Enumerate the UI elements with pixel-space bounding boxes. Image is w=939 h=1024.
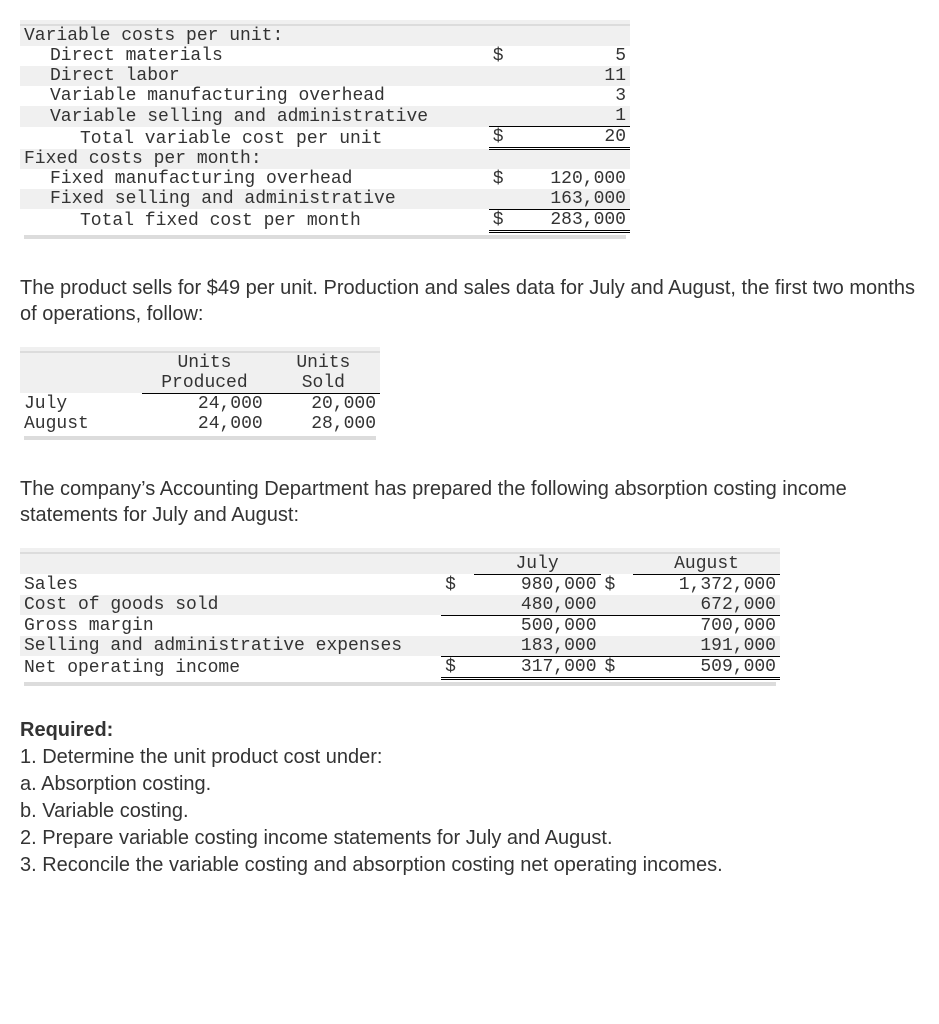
required-line: 2. Prepare variable costing income state… — [20, 827, 613, 849]
required-heading: Required: — [20, 719, 113, 741]
row-label: Direct labor — [20, 66, 489, 86]
row-label: Direct materials — [20, 46, 489, 66]
col-header: July — [474, 553, 601, 575]
row-label: Net operating income — [20, 656, 441, 678]
col-header: Units — [267, 352, 380, 373]
row-label: Fixed manufacturing overhead — [20, 169, 489, 189]
row-label: Sales — [20, 574, 441, 595]
row-label: July — [20, 393, 142, 414]
row-label: Variable selling and administrative — [20, 106, 489, 127]
col-header: Units — [142, 352, 266, 373]
row-label: Gross margin — [20, 615, 441, 636]
variable-heading: Variable costs per unit: — [20, 25, 489, 46]
col-header: August — [633, 553, 780, 575]
total-variable-label: Total variable cost per unit — [20, 127, 489, 149]
row-label: August — [20, 414, 142, 434]
costs-table: Variable costs per unit: Direct material… — [20, 20, 630, 245]
required-line: b. Variable costing. — [20, 800, 189, 822]
required-line: 1. Determine the unit product cost under… — [20, 746, 382, 768]
row-label: Cost of goods sold — [20, 595, 441, 616]
paragraph-2: The company’s Accounting Department has … — [20, 476, 919, 528]
required-block: Required: 1. Determine the unit product … — [20, 717, 919, 879]
total-fixed-label: Total fixed cost per month — [20, 209, 489, 231]
row-label: Selling and administrative expenses — [20, 636, 441, 657]
paragraph-1: The product sells for $49 per unit. Prod… — [20, 275, 919, 327]
fixed-heading: Fixed costs per month: — [20, 149, 489, 169]
required-line: a. Absorption costing. — [20, 773, 211, 795]
row-label: Variable manufacturing overhead — [20, 86, 489, 106]
row-label: Fixed selling and administrative — [20, 189, 489, 210]
required-line: 3. Reconcile the variable costing and ab… — [20, 854, 723, 876]
units-table: Units Units Produced Sold July 24,000 20… — [20, 347, 380, 446]
income-table: July August Sales$980,000$1,372,000Cost … — [20, 548, 780, 692]
